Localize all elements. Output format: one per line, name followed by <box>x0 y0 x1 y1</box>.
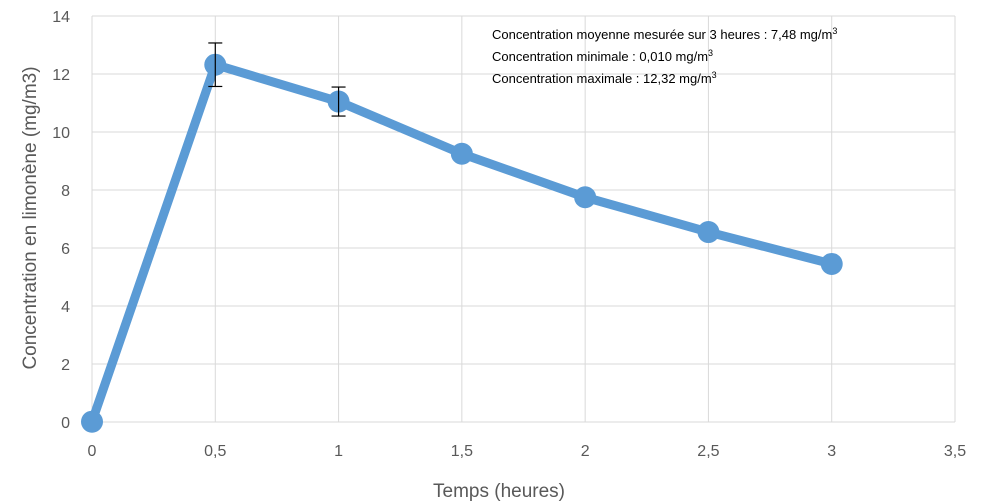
annotation-max: Concentration maximale : 12,32 mg/m3 <box>492 70 717 86</box>
y-tick-label: 8 <box>61 183 70 200</box>
y-tick-label: 0 <box>61 415 70 432</box>
x-tick-labels: 0 0,5 1 1,5 2 2,5 3 3,5 <box>88 443 967 460</box>
data-point <box>574 186 597 209</box>
y-tick-label: 2 <box>61 357 70 374</box>
data-point <box>81 410 103 433</box>
y-tick-label: 14 <box>52 9 70 26</box>
annotation-mean: Concentration moyenne mesurée sur 3 heur… <box>492 26 838 42</box>
x-tick-label: 2,5 <box>697 443 719 460</box>
y-tick-label: 10 <box>52 125 70 142</box>
x-axis-label: Temps (heures) <box>433 481 565 502</box>
grid-lines <box>91 15 956 423</box>
y-axis-label: Concentration en limonène (mg/m3) <box>20 66 41 369</box>
y-tick-label: 12 <box>52 67 70 84</box>
y-tick-labels: 0 2 4 6 8 10 12 14 <box>52 9 70 432</box>
y-tick-label: 6 <box>61 241 70 258</box>
x-tick-label: 3,5 <box>944 443 966 460</box>
x-tick-label: 1 <box>334 443 343 460</box>
x-tick-label: 0 <box>88 443 97 460</box>
data-point <box>450 142 473 165</box>
x-tick-label: 3 <box>827 443 836 460</box>
error-bars <box>208 42 346 117</box>
y-tick-label: 4 <box>61 299 70 316</box>
x-tick-label: 1,5 <box>451 443 473 460</box>
x-tick-label: 2 <box>581 443 590 460</box>
annotation-min: Concentration minimale : 0,010 mg/m3 <box>492 48 714 64</box>
data-point <box>697 221 720 244</box>
x-tick-label: 0,5 <box>204 443 226 460</box>
data-point <box>820 252 843 275</box>
